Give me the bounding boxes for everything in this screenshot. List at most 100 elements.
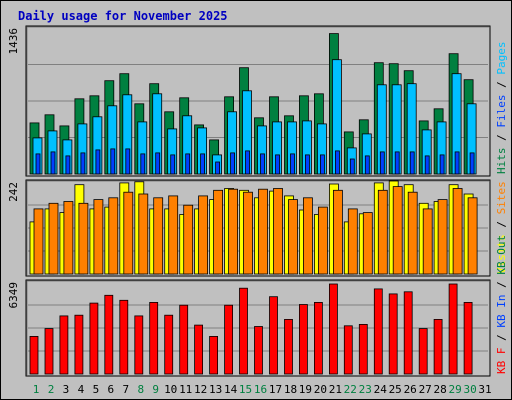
bar-pages-day-23 xyxy=(364,155,370,175)
x-tick-label-day-26: 26 xyxy=(404,383,417,396)
x-tick-label-day-3: 3 xyxy=(63,383,70,396)
bar-kb-f-day-12 xyxy=(194,324,204,375)
bar-sites-day-13 xyxy=(213,189,224,275)
x-tick-label-day-8: 8 xyxy=(137,383,144,396)
bar-sites-day-5 xyxy=(93,199,104,275)
x-tick-label-day-27: 27 xyxy=(419,383,432,396)
bar-sites-day-27 xyxy=(422,208,433,275)
x-tick-label-day-13: 13 xyxy=(209,383,222,396)
bar-kb-f-day-14 xyxy=(224,304,234,375)
bar-pages-day-25 xyxy=(394,151,400,175)
x-tick-label-day-9: 9 xyxy=(152,383,159,396)
bar-pages-day-16 xyxy=(260,153,265,175)
bar-pages-day-6 xyxy=(110,148,116,175)
x-tick-label-day-22: 22 xyxy=(344,383,357,396)
bar-pages-day-24 xyxy=(379,151,385,175)
bar-pages-day-21 xyxy=(334,150,340,175)
legend-entry: Files xyxy=(495,95,508,128)
legend-entry: KB Out xyxy=(495,235,508,275)
right-legend: Hits / Files / Pages xyxy=(495,42,508,175)
bar-sites-day-17 xyxy=(273,188,283,275)
x-tick-label-day-6: 6 xyxy=(107,383,114,396)
bar-kb-f-day-20 xyxy=(313,301,323,375)
bar-kb-f-day-26 xyxy=(403,291,413,375)
panel-hits: 1436 Hits / Files / Pages xyxy=(7,25,508,177)
right-legend: Visits / Sites xyxy=(495,181,508,274)
bar-sites-day-28 xyxy=(437,199,448,275)
x-tick-label-day-12: 12 xyxy=(194,383,207,396)
bar-pages-day-3 xyxy=(65,155,71,175)
bar-kb-f-day-8 xyxy=(134,315,144,375)
x-tick-label-day-18: 18 xyxy=(284,383,297,396)
bar-kb-f-day-29 xyxy=(448,283,458,375)
bar-pages-day-7 xyxy=(125,148,131,175)
bar-kb-f-day-16 xyxy=(254,326,263,375)
right-legend: KB F / KB In / KB Out xyxy=(495,235,508,374)
bar-pages-day-17 xyxy=(275,154,280,175)
bar-kb-f-day-3 xyxy=(59,315,69,375)
bar-sites-day-19 xyxy=(302,197,313,275)
bar-sites-day-9 xyxy=(153,197,164,275)
bar-pages-day-9 xyxy=(155,152,161,175)
legend-entry: KB In xyxy=(495,295,508,328)
bar-kb-f-day-28 xyxy=(433,318,443,375)
bar-sites-day-23 xyxy=(362,212,373,275)
legend-entry: / xyxy=(495,328,508,348)
y-max-label: 6349 xyxy=(7,282,20,309)
x-tick-label-day-15: 15 xyxy=(239,383,252,396)
bar-sites-day-11 xyxy=(183,204,194,275)
x-tick-label-day-28: 28 xyxy=(433,383,446,396)
legend-entry: / xyxy=(495,128,508,148)
bar-pages-day-12 xyxy=(200,153,206,175)
legend-entry: / xyxy=(495,75,508,95)
x-tick-label-day-19: 19 xyxy=(299,383,312,396)
bar-pages-day-8 xyxy=(140,153,146,175)
bar-kb-f-day-18 xyxy=(284,318,293,375)
bar-sites-day-15 xyxy=(243,191,253,275)
bar-kb-f-day-24 xyxy=(373,288,383,375)
bar-sites-day-22 xyxy=(347,208,358,275)
bar-pages-day-10 xyxy=(170,154,176,175)
bar-pages-day-28 xyxy=(439,154,445,175)
bar-sites-day-14 xyxy=(228,188,239,275)
legend-entry: Sites xyxy=(495,181,508,214)
x-tick-label-day-10: 10 xyxy=(164,383,177,396)
bar-pages-day-19 xyxy=(304,154,310,175)
x-tick-label-day-2: 2 xyxy=(48,383,55,396)
bar-pages-day-11 xyxy=(185,153,191,175)
x-tick-label-day-20: 20 xyxy=(314,383,327,396)
bar-sites-day-24 xyxy=(377,189,388,275)
bar-pages-day-30 xyxy=(469,152,475,175)
bar-sites-day-7 xyxy=(123,191,134,275)
bar-sites-day-30 xyxy=(467,197,478,275)
x-tick-label-day-29: 29 xyxy=(448,383,461,396)
legend-entry: KB F xyxy=(495,348,508,375)
x-tick-label-day-16: 16 xyxy=(254,383,267,396)
bar-kb-f-day-11 xyxy=(179,304,189,375)
y-max-label: 1436 xyxy=(7,28,20,55)
bar-pages-day-13 xyxy=(215,161,221,175)
bar-pages-day-26 xyxy=(409,151,415,175)
bar-sites-day-20 xyxy=(317,206,328,275)
legend-entry: / xyxy=(495,275,508,295)
bar-sites-day-4 xyxy=(78,202,89,275)
bar-sites-day-16 xyxy=(258,188,268,275)
bar-pages-day-29 xyxy=(454,151,460,175)
bar-sites-day-2 xyxy=(48,202,59,275)
chart-title: Daily usage for November 2025 xyxy=(18,9,228,23)
bar-kb-f-day-5 xyxy=(89,302,99,375)
bar-kb-f-day-2 xyxy=(44,328,54,375)
x-tick-label-day-23: 23 xyxy=(359,383,372,396)
legend-entry: / xyxy=(495,214,508,234)
bar-kb-f-day-7 xyxy=(119,299,129,375)
bar-pages-day-2 xyxy=(50,151,56,175)
bar-sites-day-6 xyxy=(108,197,119,275)
bar-kb-f-day-21 xyxy=(328,283,338,375)
bar-pages-day-14 xyxy=(230,152,236,175)
bar-pages-day-20 xyxy=(319,154,325,175)
x-tick-label-day-31: 31 xyxy=(478,383,491,396)
legend-entry: Visits xyxy=(495,234,508,274)
bar-kb-f-day-17 xyxy=(269,296,278,375)
bar-pages-day-1 xyxy=(35,153,41,175)
